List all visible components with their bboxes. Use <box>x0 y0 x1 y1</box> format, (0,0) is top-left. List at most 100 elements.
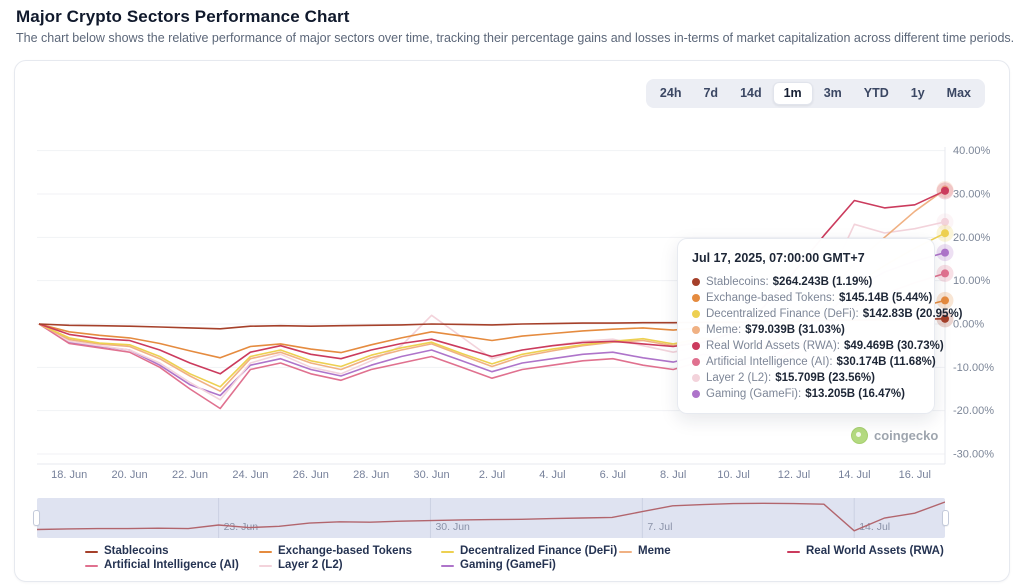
series-endpoint-dot <box>941 314 949 323</box>
navigator-date-label: 7. Jul <box>647 521 672 533</box>
tooltip-series-dot-icon <box>692 374 700 382</box>
navigator-line <box>36 501 946 532</box>
tooltip-row: Exchange-based Tokens: $145.14B (5.44%) <box>692 290 932 306</box>
navigator-date-label: 14. Jul <box>859 521 890 533</box>
legend-swatch-icon <box>85 550 98 553</box>
y-axis-label: 0.00% <box>953 319 984 331</box>
range-button-1m[interactable]: 1m <box>772 82 813 105</box>
y-axis-label: -30.00% <box>953 448 994 460</box>
tooltip-date: Jul 17, 2025, 07:00:00 GMT+7 <box>692 251 865 265</box>
tooltip-series-dot-icon <box>692 358 700 366</box>
range-button-3m[interactable]: 3m <box>813 82 853 105</box>
tooltip-series-value: $49.469B (30.73%) <box>844 340 944 352</box>
tooltip-series-label: Exchange-based Tokens: <box>706 292 835 304</box>
legend-label: Exchange-based Tokens <box>278 545 412 557</box>
tooltip-row: Stablecoins: $264.243B (1.19%) <box>692 274 920 290</box>
tooltip-series-label: Artificial Intelligence (AI): <box>706 356 833 368</box>
chart-tooltip: Jul 17, 2025, 07:00:00 GMT+7 Stablecoins… <box>677 238 963 414</box>
range-button-YTD[interactable]: YTD <box>853 82 900 105</box>
x-axis-label: 16. Jul <box>899 469 931 481</box>
y-axis-label: 20.00% <box>953 232 991 244</box>
series-endpoint-dot <box>941 229 949 238</box>
series-endpoint-dot <box>941 269 949 278</box>
tooltip-series-label: Gaming (GameFi): <box>706 388 802 400</box>
x-axis-label: 22. Jun <box>172 469 208 481</box>
x-axis-label: 8. Jul <box>660 469 686 481</box>
legend-label: Gaming (GameFi) <box>460 559 556 571</box>
series-endpoint-dot <box>941 248 949 257</box>
legend-label: Real World Assets (RWA) <box>806 545 944 557</box>
tooltip-row: Gaming (GameFi): $13.205B (16.47%) <box>692 386 920 402</box>
x-axis-label: 12. Jul <box>778 469 810 481</box>
chart-legend: Stablecoins Exchange-based Tokens Decentra… <box>85 545 995 572</box>
tooltip-series-label: Real World Assets (RWA): <box>706 340 840 352</box>
tooltip-series-dot-icon <box>692 310 700 318</box>
x-axis-label: 20. Jun <box>112 469 148 481</box>
legend-swatch-icon <box>85 564 98 567</box>
tooltip-items: Stablecoins: $264.243B (1.19%) Exchange-ba… <box>692 274 963 402</box>
x-axis-label: 10. Jul <box>717 469 749 481</box>
x-axis-label: 2. Jul <box>479 469 505 481</box>
tooltip-row: Decentralized Finance (DeFi): $142.83B (2… <box>692 306 963 322</box>
x-axis-label: 6. Jul <box>600 469 626 481</box>
legend-swatch-icon <box>259 550 272 553</box>
range-button-Max[interactable]: Max <box>936 82 982 105</box>
page-title: Major Crypto Sectors Performance Chart <box>16 7 350 26</box>
series-endpoint-dot <box>941 296 949 305</box>
legend-swatch-icon <box>259 564 272 567</box>
x-axis-label: 26. Jun <box>293 469 329 481</box>
legend-item-meme[interactable]: Meme <box>619 545 787 558</box>
legend-item-real-world-assets-rwa[interactable]: Real World Assets (RWA) <box>787 545 995 558</box>
tooltip-row: Meme: $79.039B (31.03%) <box>692 322 920 338</box>
tooltip-series-value: $142.83B (20.95%) <box>862 308 963 320</box>
tooltip-series-dot-icon <box>692 342 700 350</box>
tooltip-row: Artificial Intelligence (AI): $30.174B (1… <box>692 354 936 370</box>
y-axis-label: 10.00% <box>953 275 991 287</box>
range-button-1y[interactable]: 1y <box>900 82 936 105</box>
coingecko-watermark-label: coingecko <box>874 428 939 443</box>
legend-label: Layer 2 (L2) <box>278 559 343 571</box>
y-axis-label: 30.00% <box>953 189 991 201</box>
main-chart-svg[interactable]: 40.00% 30.00% 20.00% 10.00% 0.00% -10.00% -20.… <box>37 129 1012 483</box>
tooltip-row: Layer 2 (L2): $15.709B (23.56%) <box>692 370 920 386</box>
tooltip-series-dot-icon <box>692 278 700 286</box>
legend-label: Stablecoins <box>104 545 169 557</box>
legend-swatch-icon <box>441 564 454 567</box>
legend-label: Artificial Intelligence (AI) <box>104 559 239 571</box>
legend-swatch-icon <box>441 550 454 553</box>
tooltip-series-value: $13.205B (16.47%) <box>805 388 905 400</box>
tooltip-series-label: Meme: <box>706 324 742 336</box>
tooltip-series-label: Decentralized Finance (DeFi): <box>706 308 859 320</box>
range-button-14d[interactable]: 14d <box>729 82 773 105</box>
tooltip-series-dot-icon <box>692 390 700 398</box>
navigator-right-handle-icon[interactable] <box>942 510 949 526</box>
legend-item-exchange-based-tokens[interactable]: Exchange-based Tokens <box>259 545 441 558</box>
tooltip-series-value: $15.709B (23.56%) <box>775 372 875 384</box>
chart-card: 24h 7d 14d 1m 3m YTD 1y Max 40.00% 30.00% 20.00% 1… <box>14 60 1010 582</box>
legend-item-stablecoins[interactable]: Stablecoins <box>85 545 259 558</box>
y-axis-label: 40.00% <box>953 145 991 157</box>
x-axis-label: 14. Jul <box>838 469 870 481</box>
x-axis-label: 18. Jun <box>51 469 87 481</box>
tooltip-series-dot-icon <box>692 294 700 302</box>
y-axis-label: -20.00% <box>953 405 994 417</box>
legend-item-layer-2-l2[interactable]: Layer 2 (L2) <box>259 559 441 572</box>
chart-navigator[interactable]: 23. Jun 30. Jun 7. Jul 14. Jul <box>33 498 949 538</box>
navigator-svg: 23. Jun 30. Jun 7. Jul 14. Jul <box>36 498 946 538</box>
legend-item-artificial-intelligence-ai[interactable]: Artificial Intelligence (AI) <box>85 559 259 572</box>
legend-item-decentralized-finance-defi[interactable]: Decentralized Finance (DeFi) <box>441 545 619 558</box>
x-axis-label: 4. Jul <box>539 469 565 481</box>
range-button-24h[interactable]: 24h <box>649 82 693 105</box>
legend-label: Meme <box>638 545 671 557</box>
legend-label: Decentralized Finance (DeFi) <box>460 545 618 557</box>
range-selector: 24h 7d 14d 1m 3m YTD 1y Max <box>645 79 985 108</box>
tooltip-series-value: $264.243B (1.19%) <box>772 276 873 288</box>
series-endpoint-dot <box>941 186 949 195</box>
tooltip-series-label: Stablecoins: <box>706 276 769 288</box>
legend-swatch-icon <box>619 550 632 553</box>
tooltip-series-dot-icon <box>692 326 700 334</box>
legend-item-gaming-gamefi[interactable]: Gaming (GameFi) <box>441 559 619 572</box>
navigator-left-handle-icon[interactable] <box>33 510 40 526</box>
range-button-7d[interactable]: 7d <box>692 82 729 105</box>
